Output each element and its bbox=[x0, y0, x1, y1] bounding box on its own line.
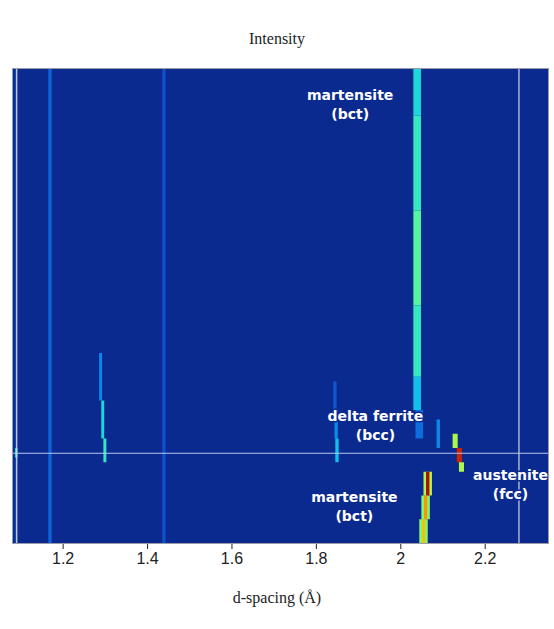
svg-text:2.2: 2.2 bbox=[474, 550, 496, 567]
html-text:d-spacing (Å): d-spacing (Å) bbox=[232, 589, 322, 606]
svg-text:martensite(bct): martensite(bct) bbox=[307, 87, 393, 122]
svg-text:austenite(fcc): austenite(fcc) bbox=[473, 467, 548, 502]
html-text:Intensity: Intensity bbox=[249, 30, 305, 47]
svg-text:1.8: 1.8 bbox=[305, 550, 327, 567]
svg-text:martensite(bct): martensite(bct) bbox=[311, 489, 397, 524]
svg-text:1.2: 1.2 bbox=[52, 550, 74, 567]
svg-text:1.6: 1.6 bbox=[221, 550, 243, 567]
svg-text:2: 2 bbox=[396, 550, 405, 567]
svg-text:delta ferrite(bcc): delta ferrite(bcc) bbox=[328, 408, 424, 443]
svg-text:1.4: 1.4 bbox=[136, 550, 158, 567]
